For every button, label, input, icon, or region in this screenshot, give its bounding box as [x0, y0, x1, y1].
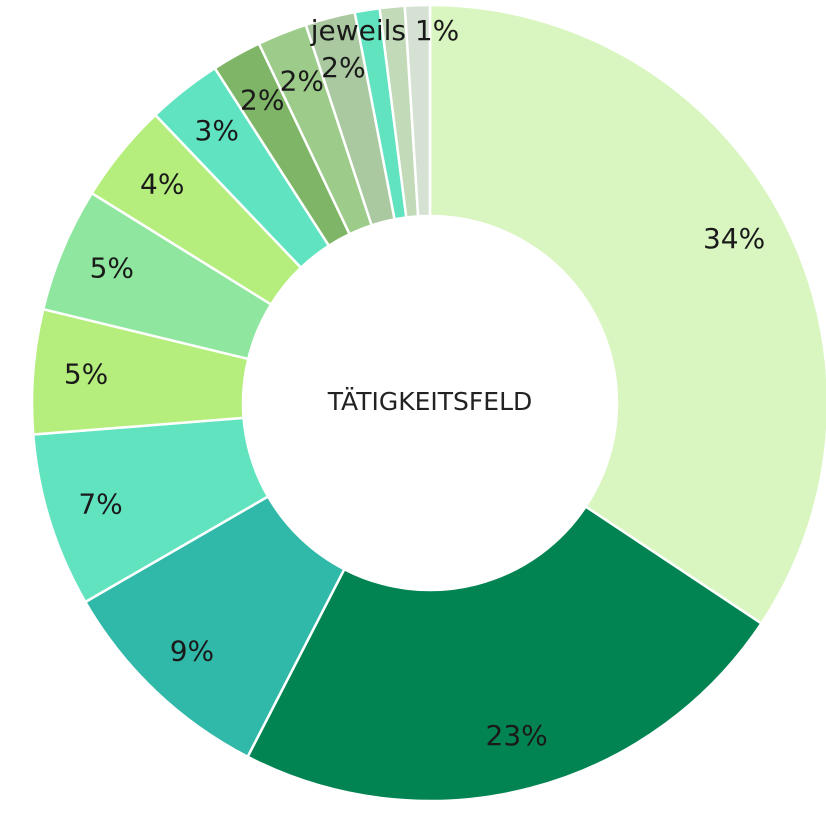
slice: [245, 504, 764, 803]
annotation: jeweils 1%: [310, 14, 460, 47]
value-label: 4%: [140, 167, 184, 200]
value-label: 5%: [64, 358, 108, 391]
slice: [428, 3, 826, 626]
value-label: 3%: [195, 114, 239, 147]
value-label: 34%: [703, 222, 765, 255]
center-label: TÄTIGKEITSFELD: [327, 387, 533, 416]
value-label: 7%: [78, 487, 122, 520]
slices: [30, 3, 826, 803]
slice: [403, 3, 432, 218]
value-label: 23%: [486, 719, 548, 752]
value-label: 2%: [280, 65, 324, 98]
value-label: 5%: [90, 252, 134, 285]
value-label: 9%: [170, 635, 214, 668]
value-label: 2%: [240, 84, 284, 117]
value-label: 2%: [321, 51, 365, 84]
